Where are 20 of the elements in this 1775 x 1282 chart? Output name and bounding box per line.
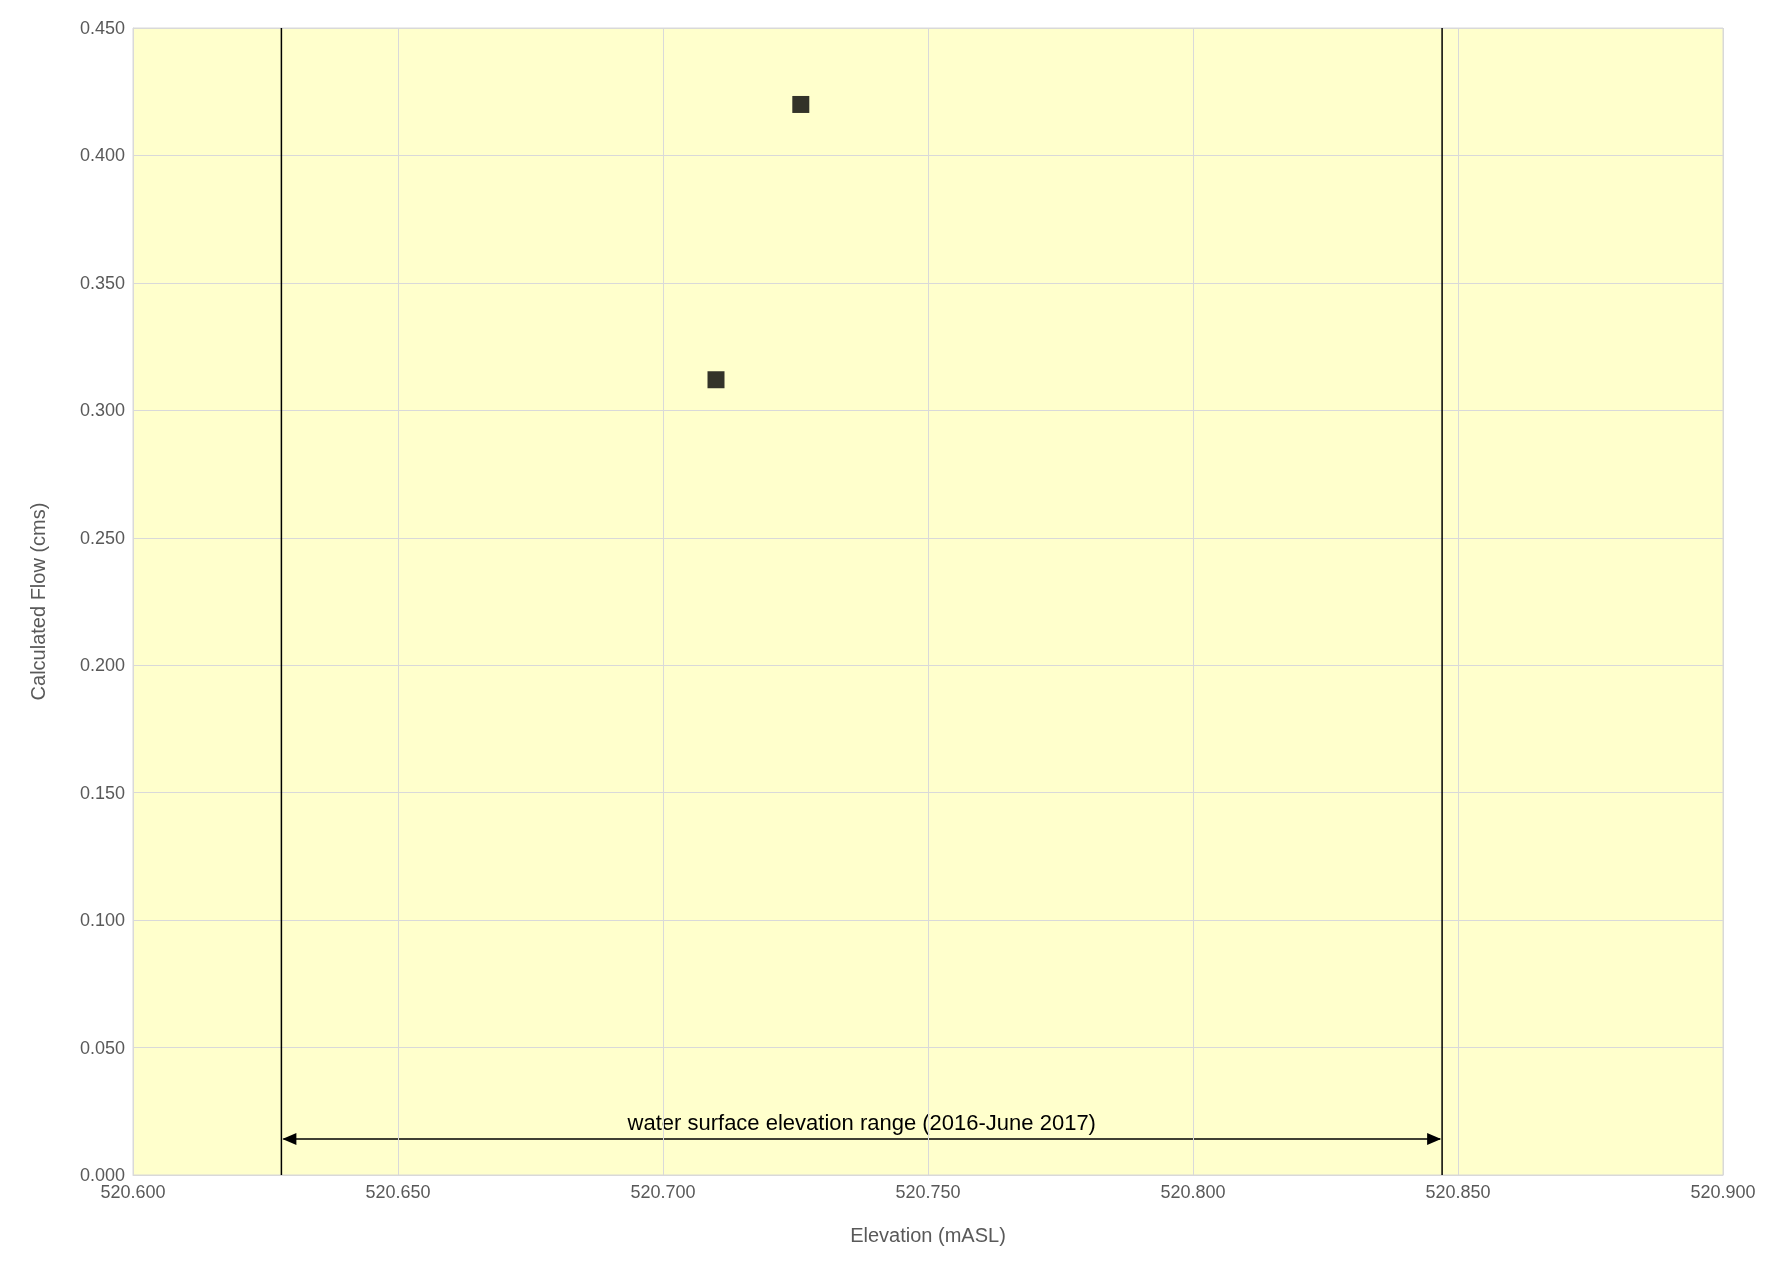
y-tick-label: 0.400 [79, 145, 125, 166]
y-tick-label: 0.450 [79, 18, 125, 38]
y-tick-label: 0.100 [79, 910, 125, 931]
annotation: water surface elevation range (2016-June 2017) [626, 1109, 1096, 1135]
x-tick-label: 520.700 [630, 1182, 696, 1202]
x-tick-label: 520.850 [1425, 1182, 1491, 1202]
x-tick-label: 520.800 [1160, 1182, 1226, 1202]
x-tick-label: 520.900 [1690, 1182, 1756, 1202]
x-tick-label: 520.750 [895, 1182, 961, 1202]
y-tick-label: 0.150 [79, 782, 125, 803]
y-tick-label: 0.250 [79, 527, 125, 548]
y-tick-label: 0.050 [79, 1037, 125, 1058]
y-tick-label: 0.300 [79, 400, 125, 421]
y-tick-label: 0.200 [79, 655, 125, 676]
x-tick-label: 520.600 [100, 1182, 166, 1202]
y-axis-title: Calculated Flow (cms) [27, 502, 49, 701]
y-tick-label: 0.000 [79, 1165, 125, 1185]
x-axis-title: Elevation (mASL) [850, 1224, 1006, 1246]
x-tick-label: 520.650 [365, 1182, 431, 1202]
y-tick-label: 0.350 [79, 272, 125, 293]
